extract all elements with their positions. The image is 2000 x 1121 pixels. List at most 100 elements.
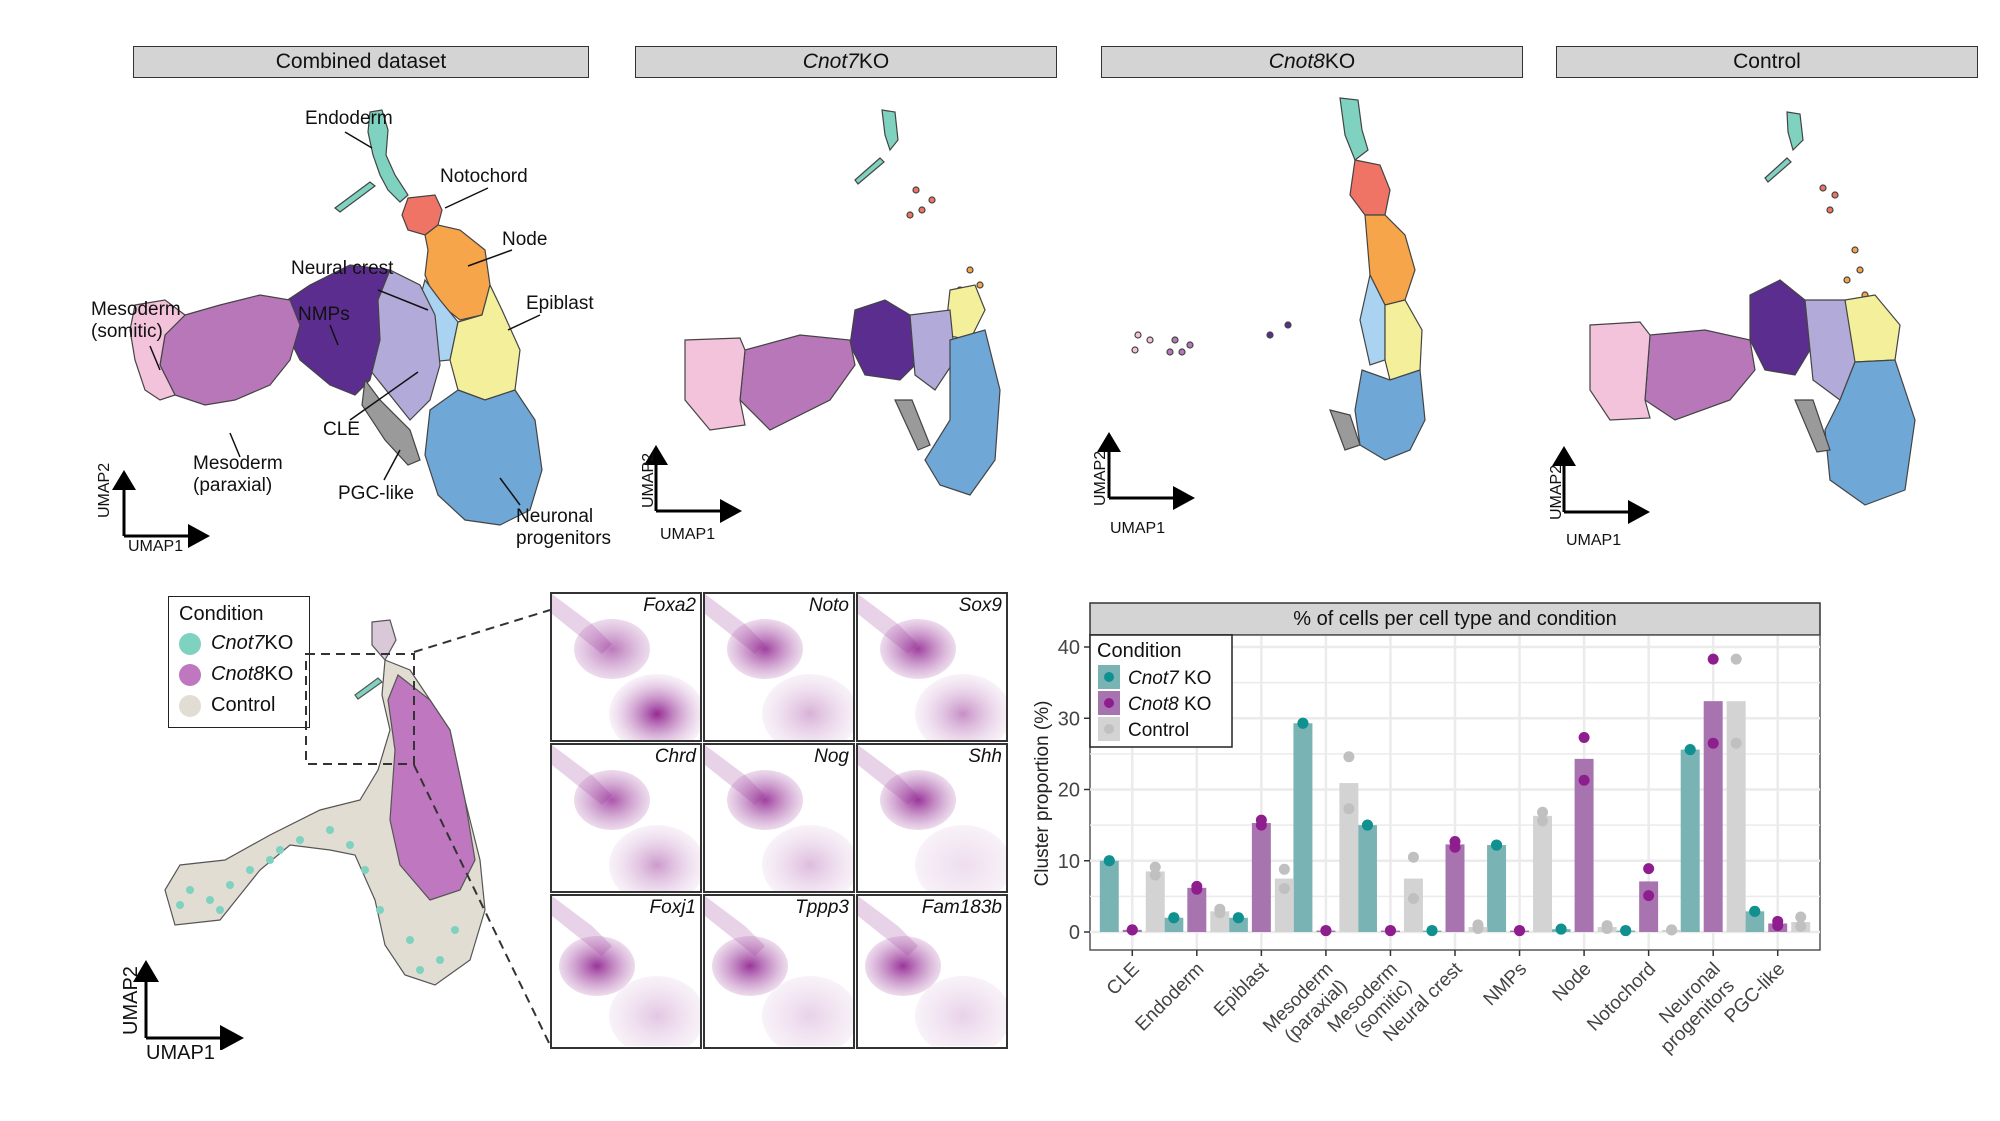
gene-panel-shh: Shh <box>856 743 1008 893</box>
bar-cnot7-ko <box>1164 917 1184 932</box>
replicate-point <box>1620 925 1632 937</box>
umap-condition <box>164 619 486 986</box>
gene-name: Tppp3 <box>795 897 849 918</box>
umap2-label: UMAP2 <box>120 966 142 1035</box>
expression-density <box>705 745 853 891</box>
expression-density <box>858 896 1006 1047</box>
bar-control <box>1533 815 1553 932</box>
label-leader-lines <box>149 131 541 506</box>
x-tick-label: Notochord <box>1583 959 1660 1036</box>
replicate-point <box>1407 851 1419 863</box>
condition-legend: Condition Cnot7 KO Cnot8 KO Control <box>168 596 310 728</box>
expression-density <box>858 745 1006 891</box>
y-tick-label: 30 <box>1058 708 1080 730</box>
replicate-point <box>1343 803 1355 815</box>
y-tick-label: 0 <box>1069 922 1080 944</box>
umap-axes-cnot7 <box>644 445 742 523</box>
replicate-point <box>1643 890 1655 902</box>
label-mesoderm-somitic: Mesoderm (somitic) <box>91 299 181 342</box>
replicate-point <box>1103 855 1115 867</box>
x-tick-label: Endoderm <box>1132 959 1209 1036</box>
legend-title: Condition <box>179 603 264 625</box>
legend-item-cnot8: Cnot8 KO <box>179 659 299 690</box>
replicate-point <box>1361 819 1373 831</box>
chart-legend-title: Condition <box>1097 640 1182 662</box>
umap-control <box>1589 111 1916 506</box>
replicate-point <box>1149 861 1161 873</box>
replicate-point <box>1555 923 1567 935</box>
replicate-point <box>1278 863 1290 875</box>
replicate-point <box>1666 924 1678 936</box>
label-neuronal-progenitors: Neuronal progenitors <box>516 506 612 549</box>
gene-panel-foxa2: Foxa2 <box>550 592 702 742</box>
replicate-point <box>1214 903 1226 915</box>
y-axis-label: Cluster proportion (%) <box>1032 701 1053 887</box>
replicate-point <box>1472 919 1484 931</box>
bar-cnot7-ko <box>1357 825 1377 932</box>
umap1-label: UMAP1 <box>128 538 184 555</box>
panel-title-cnot8: Cnot8 KO <box>1101 46 1523 78</box>
y-tick-label: 10 <box>1058 851 1080 873</box>
bar-control <box>1726 701 1746 932</box>
label-cle: CLE <box>323 419 360 440</box>
label-pgc-like: PGC-like <box>338 483 415 504</box>
label-notochord: Notochord <box>440 166 528 187</box>
label-node: Node <box>502 229 548 250</box>
replicate-point <box>1255 814 1267 826</box>
replicate-point <box>1795 920 1807 932</box>
chart-legend-label: Cnot7 KO <box>1128 668 1211 689</box>
bar-control <box>1274 878 1294 932</box>
expression-density <box>705 896 853 1047</box>
legend-swatch <box>179 632 201 655</box>
replicate-point <box>1149 869 1161 881</box>
gene-name: Foxa2 <box>643 595 696 616</box>
x-tick-label: Node <box>1549 959 1596 1006</box>
expression-density <box>552 745 700 891</box>
replicate-point <box>1191 880 1203 892</box>
label-nmps: NMPs <box>298 304 350 325</box>
replicate-point <box>1707 653 1719 665</box>
replicate-point <box>1578 774 1590 786</box>
replicate-point <box>1297 717 1309 729</box>
replicate-point <box>1749 905 1761 917</box>
replicate-point <box>1232 912 1244 924</box>
chart-title: % of cells per cell type and condition <box>1293 608 1617 630</box>
gene-panel-nog: Nog <box>703 743 855 893</box>
umap-axes-combined <box>112 470 210 548</box>
legend-item-control: Control <box>179 690 299 721</box>
replicate-point <box>1772 915 1784 927</box>
bar-cnot8-ko <box>1251 822 1271 932</box>
umap-axes-control <box>1552 446 1650 524</box>
chart-legend-point <box>1104 724 1114 734</box>
replicate-point <box>1320 925 1332 937</box>
chart-legend-point <box>1104 698 1114 708</box>
replicate-point <box>1537 806 1549 818</box>
bar-chart: % of cells per cell type and condition 0 1… <box>1032 602 1821 1058</box>
panel-title-combined: Combined dataset <box>133 46 589 78</box>
replicate-point <box>1426 925 1438 937</box>
panel-title-cnot7: Cnot7 KO <box>635 46 1057 78</box>
gene-panel-noto: Noto <box>703 592 855 742</box>
umap-cnot7-ko <box>684 109 1001 496</box>
umap2-label: UMAP2 <box>1092 450 1109 506</box>
chart-legend-point <box>1104 672 1114 682</box>
bar-cnot8-ko <box>1703 701 1723 932</box>
replicate-point <box>1343 751 1355 763</box>
label-endoderm: Endoderm <box>305 108 393 129</box>
replicate-point <box>1537 815 1549 827</box>
label-epiblast: Epiblast <box>526 293 594 314</box>
replicate-point <box>1601 920 1613 932</box>
bar-cnot7-ko <box>1099 860 1119 932</box>
umap2-label: UMAP2 <box>640 452 657 508</box>
bar-cnot8-ko <box>1187 887 1207 932</box>
expression-density <box>858 594 1006 740</box>
bar-control <box>1339 783 1359 932</box>
replicate-point <box>1684 744 1696 756</box>
expression-density <box>552 594 700 740</box>
replicate-point <box>1730 653 1742 665</box>
legend-item-cnot7: Cnot7 KO <box>179 628 299 659</box>
umap1-label: UMAP1 <box>660 526 716 543</box>
cluster-endoderm-arm <box>334 181 376 213</box>
replicate-point <box>1278 883 1290 895</box>
cluster-neuronal-progenitors <box>424 389 543 526</box>
